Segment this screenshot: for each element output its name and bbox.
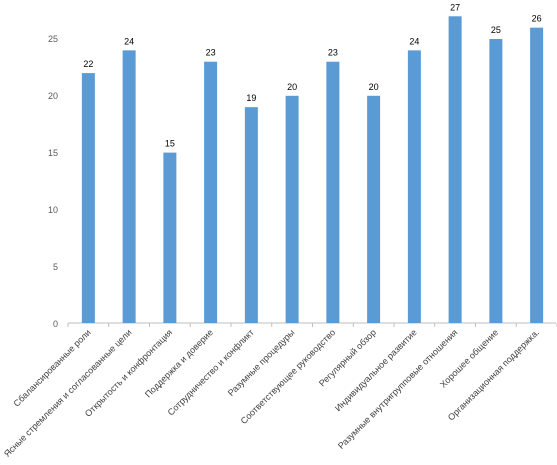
category-label: Поддержка и доверие [143,327,215,399]
category-label: Сотрудничество и конфликт [166,327,256,417]
bar [81,73,95,323]
data-label: 24 [124,36,134,46]
bars-group [81,16,544,324]
data-label: 23 [328,48,338,58]
bar [244,107,258,323]
category-label: Открытость и конфронтация [83,327,175,419]
bar [407,50,421,324]
data-label: 26 [532,14,542,24]
category-label: Индивидуальное развитие [333,327,419,413]
data-label: 22 [83,59,93,69]
data-label: 25 [491,25,501,35]
data-label: 20 [369,82,379,92]
bar [326,61,340,323]
y-tick-label: 5 [53,262,58,272]
data-label: 23 [206,48,216,58]
category-label: Сбалансированные роли [12,327,93,408]
bar [367,95,381,323]
y-tick-label: 25 [48,34,58,44]
data-labels-group: 22 24 15 23 19 20 23 20 24 27 25 26 [83,2,541,148]
y-tick-label: 10 [48,205,58,215]
bar [285,95,299,323]
y-axis-ticks: 0 5 10 15 20 25 [48,34,58,329]
bar [122,50,136,324]
y-tick-label: 0 [53,319,58,329]
y-tick-label: 20 [48,91,58,101]
bar [163,152,177,323]
y-tick-label: 15 [48,148,58,158]
data-label: 24 [409,36,419,46]
bar [448,16,462,324]
bar [530,27,544,323]
data-label: 15 [165,139,175,149]
category-label: Разумные процедуры [226,327,297,398]
bar [489,39,503,323]
data-label: 27 [450,2,460,12]
data-label: 19 [246,93,256,103]
category-label: Организационная поддержка. [446,327,541,422]
bar [204,61,218,323]
data-label: 20 [287,82,297,92]
